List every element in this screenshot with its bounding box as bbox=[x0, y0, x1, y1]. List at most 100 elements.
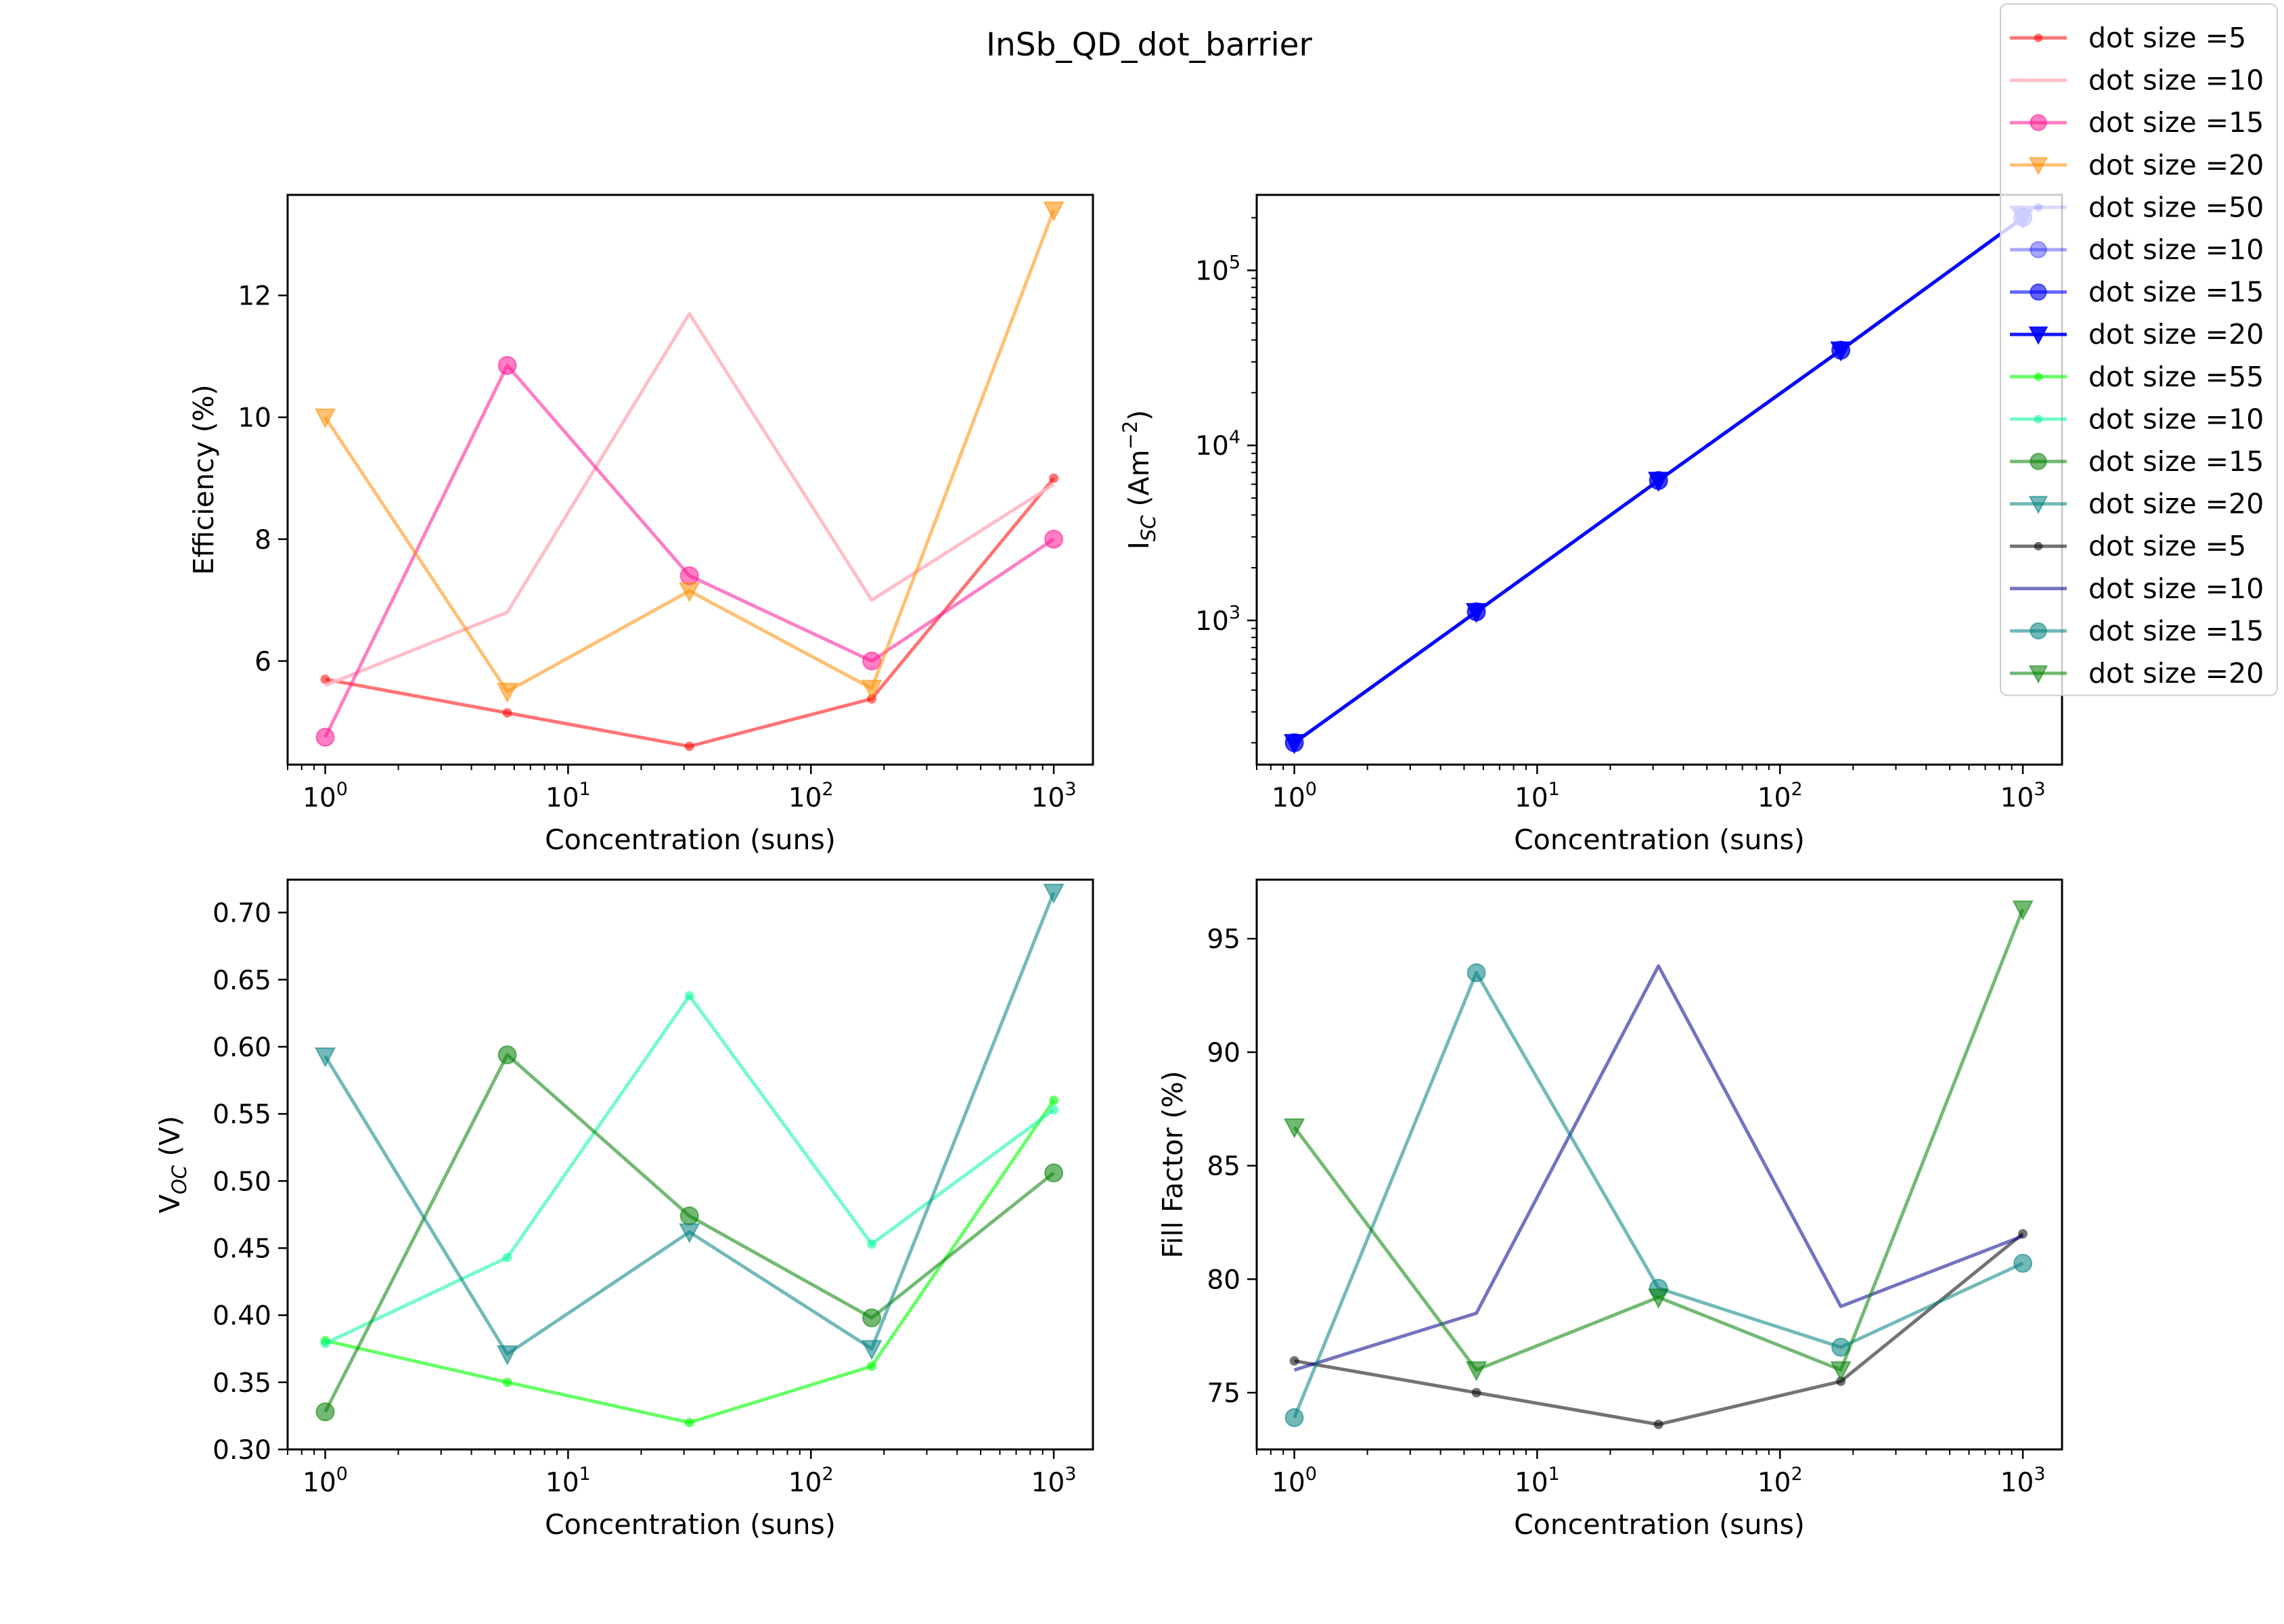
data-point bbox=[1648, 472, 1670, 492]
plot-area bbox=[1283, 208, 2034, 754]
legend-label: dot size =55 bbox=[2088, 361, 2264, 393]
y-tick-label: 0.45 bbox=[212, 1234, 271, 1264]
data-point bbox=[497, 1045, 517, 1064]
data-point bbox=[1043, 883, 1065, 904]
x-tick-label-exponent: 2 bbox=[822, 779, 833, 800]
data-point bbox=[502, 1253, 512, 1263]
x-tick-label: 100 bbox=[1272, 1464, 1317, 1498]
legend-label: dot size =20 bbox=[2088, 488, 2264, 520]
y-tick-label: 0.60 bbox=[212, 1033, 271, 1063]
x-tick-label: 103 bbox=[2000, 1464, 2046, 1498]
data-point bbox=[2034, 541, 2043, 551]
legend-entry: dot size =20 bbox=[2010, 318, 2264, 351]
legend-entry: dot size =5 bbox=[2010, 22, 2246, 54]
data-point bbox=[1465, 603, 1487, 624]
data-point bbox=[1049, 473, 1059, 483]
x-tick-label: 103 bbox=[2000, 779, 2046, 813]
x-tick-label-exponent: 3 bbox=[1065, 779, 1076, 800]
series-1 bbox=[320, 473, 1059, 751]
y-tick-label: 95 bbox=[1207, 924, 1240, 955]
x-axis-label: Concentration (suns) bbox=[545, 1508, 836, 1541]
x-tick-label-exponent: 1 bbox=[579, 779, 591, 800]
x-tick-label: 103 bbox=[1031, 779, 1077, 813]
data-point bbox=[1044, 1163, 1064, 1183]
x-tick-label-exponent: 3 bbox=[2034, 1464, 2045, 1485]
legend-label: dot size =15 bbox=[2088, 445, 2264, 478]
data-point bbox=[1049, 1096, 1059, 1106]
y-axis-label: ISC (Am−2) bbox=[1119, 410, 1160, 550]
data-point bbox=[1466, 963, 1486, 983]
x-axis-label: Concentration (suns) bbox=[1514, 824, 1805, 856]
y-tick-label: 85 bbox=[1207, 1152, 1240, 1182]
series-1 bbox=[320, 1096, 1059, 1428]
x-tick-label: 102 bbox=[788, 779, 834, 813]
x-axis-label: Concentration (suns) bbox=[1514, 1508, 1805, 1541]
legend-label: dot size =20 bbox=[2088, 318, 2264, 351]
axes-frame bbox=[286, 194, 1094, 766]
y-tick-label: 80 bbox=[1207, 1265, 1240, 1295]
series-2 bbox=[320, 991, 1059, 1349]
y-tick-label-exponent: 5 bbox=[1229, 252, 1240, 273]
y-tick-label: 12 bbox=[238, 281, 271, 312]
legend-entry: dot size =15 bbox=[2010, 614, 2264, 647]
legend-label: dot size =15 bbox=[2088, 614, 2264, 647]
voc-panel: 100 101 102 1030.300.350.400.450.500.550.60… bbox=[154, 878, 1094, 1541]
x-tick-label: 101 bbox=[545, 779, 591, 813]
x-tick-label-exponent: 1 bbox=[579, 1464, 591, 1485]
x-tick-label-exponent: 2 bbox=[1791, 1464, 1802, 1485]
data-point bbox=[1044, 529, 1064, 549]
plot-area bbox=[1283, 900, 2034, 1430]
y-tick-label: 75 bbox=[1207, 1378, 1240, 1409]
legend-entry: dot size =10 bbox=[2010, 64, 2264, 97]
x-tick-label-exponent: 1 bbox=[1548, 779, 1560, 800]
data-point bbox=[315, 727, 335, 747]
data-point bbox=[496, 683, 518, 703]
legend-label: dot size =15 bbox=[2088, 276, 2264, 309]
y-tick-label: 0.55 bbox=[212, 1100, 271, 1130]
data-point bbox=[496, 1345, 518, 1366]
y-tick-label-exponent: 4 bbox=[1229, 427, 1240, 448]
data-point bbox=[320, 674, 330, 684]
axes-frame bbox=[1255, 878, 2063, 1451]
series-1 bbox=[1289, 1229, 2028, 1430]
data-point bbox=[867, 1239, 877, 1249]
legend-label: dot size =5 bbox=[2088, 530, 2246, 562]
data-point bbox=[1830, 341, 1852, 362]
data-point bbox=[2030, 241, 2047, 258]
x-tick-label-exponent: 3 bbox=[1065, 1464, 1076, 1485]
data-point bbox=[1049, 1105, 1059, 1115]
legend-entry: dot size =55 bbox=[2010, 361, 2264, 393]
y-tick-label: 0.40 bbox=[212, 1301, 271, 1332]
x-tick-label: 102 bbox=[1757, 779, 1803, 813]
x-axis-label: Concentration (suns) bbox=[545, 824, 836, 856]
data-point bbox=[1471, 1388, 1481, 1398]
data-point bbox=[1283, 1118, 1305, 1139]
y-tick-label: 103 bbox=[1195, 602, 1240, 637]
x-tick-label-exponent: 3 bbox=[2034, 779, 2045, 800]
legend-entry: dot size =20 bbox=[2010, 657, 2264, 690]
legend: dot size =5 dot size =10 dot size =15 dot s… bbox=[2000, 3, 2278, 696]
x-tick-label: 103 bbox=[1031, 1464, 1077, 1498]
y-tick-label: 90 bbox=[1207, 1038, 1240, 1068]
data-point bbox=[2030, 622, 2047, 640]
x-tick-label-exponent: 2 bbox=[822, 1464, 833, 1485]
x-tick-label: 101 bbox=[1515, 779, 1560, 813]
data-point bbox=[684, 991, 694, 1001]
series-2 bbox=[1293, 964, 2024, 1372]
data-point bbox=[862, 1308, 882, 1328]
series-line bbox=[1293, 964, 2024, 1372]
x-tick-label-exponent: 1 bbox=[1548, 1464, 1560, 1485]
legend-entry: dot size =20 bbox=[2010, 149, 2264, 181]
data-point bbox=[2034, 203, 2043, 212]
y-tick-label: 10 bbox=[238, 403, 271, 434]
data-point bbox=[679, 1223, 700, 1244]
legend-entry: dot size =10 bbox=[2010, 233, 2264, 266]
legend-box bbox=[2000, 3, 2278, 696]
data-point bbox=[2034, 372, 2043, 382]
series-3 bbox=[315, 1045, 1064, 1422]
y-tick-label: 0.70 bbox=[212, 899, 271, 929]
legend-entry: dot size =50 bbox=[2010, 191, 2264, 223]
x-tick-label-exponent: 0 bbox=[336, 779, 348, 800]
